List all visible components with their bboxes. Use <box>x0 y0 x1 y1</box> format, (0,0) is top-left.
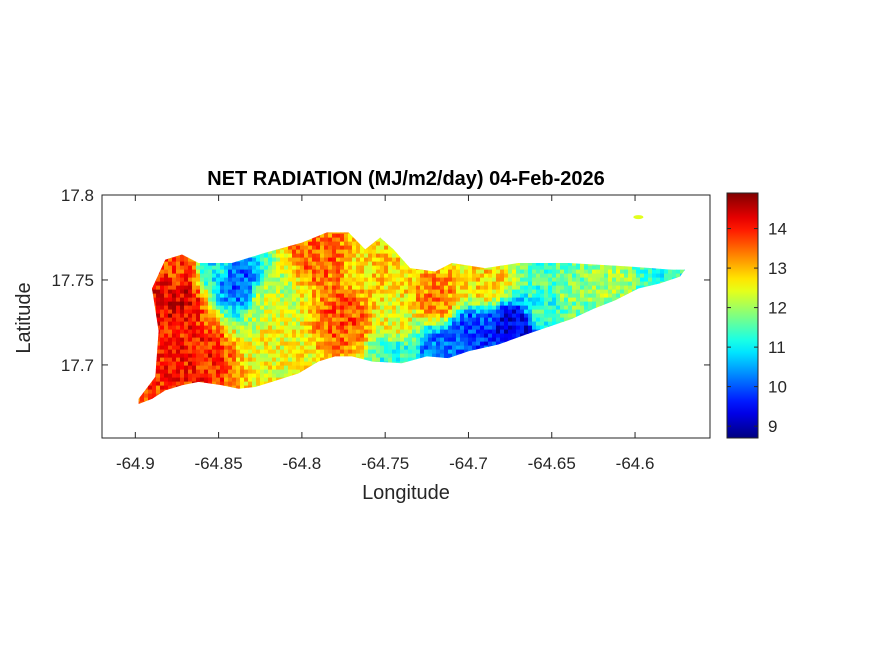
radiation-field <box>138 232 686 404</box>
colorbar-tick-label: 11 <box>768 338 786 357</box>
y-tick-label: 17.7 <box>61 356 94 375</box>
colorbar-tick-label: 9 <box>768 417 777 436</box>
colorbar-tick-label: 12 <box>768 299 787 318</box>
islet <box>633 215 644 220</box>
x-tick-label: -64.7 <box>449 454 488 473</box>
axes: -64.9 -64.85 -64.8 -64.75 -64.7 -64.65 -64.6 17… <box>51 186 711 473</box>
x-tick-label: -64.8 <box>283 454 322 473</box>
x-tick-label: -64.75 <box>361 454 409 473</box>
y-axis-label: Latitude <box>13 282 35 353</box>
x-tick-label: -64.65 <box>528 454 576 473</box>
map-plot-area <box>138 215 686 404</box>
x-tick-label: -64.6 <box>616 454 655 473</box>
x-axis-label: Longitude <box>362 482 450 504</box>
colorbar-tick-label: 14 <box>768 220 787 239</box>
x-tick-label: -64.85 <box>195 454 243 473</box>
colorbar-tick-label: 13 <box>768 259 787 278</box>
colorbar: 9 10 11 12 13 14 <box>726 192 787 439</box>
colorbar-tick-label: 10 <box>768 378 787 397</box>
x-tick-label: -64.9 <box>116 454 155 473</box>
y-tick-label: 17.75 <box>51 271 94 290</box>
y-tick-label: 17.8 <box>61 186 94 205</box>
colorbar-gradient <box>726 192 759 439</box>
plot-frame <box>101 194 711 439</box>
chart-title: NET RADIATION (MJ/m2/day) 04-Feb-2026 <box>207 168 605 190</box>
